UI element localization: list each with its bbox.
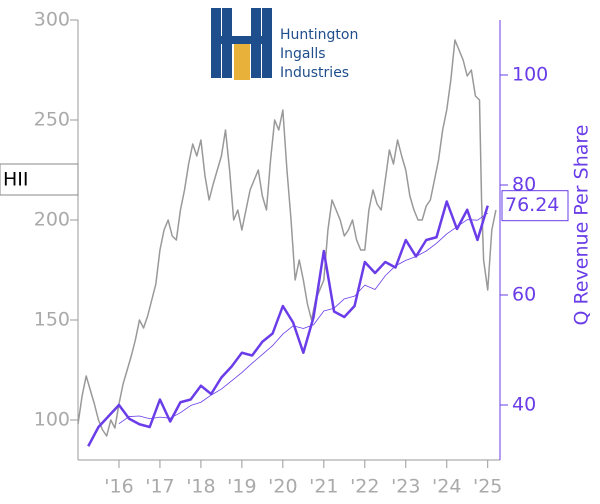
x-tick-label: '21 (309, 476, 338, 498)
x-tick-label: '17 (145, 476, 174, 498)
y-tick-label: 200 (34, 209, 70, 231)
y-tick-label: 300 (34, 9, 70, 31)
y-tick-label: 150 (34, 309, 70, 331)
last-value-label: 76.24 (505, 194, 559, 216)
y2-tick-label: 40 (512, 394, 536, 416)
x-tick-label: '24 (432, 476, 461, 498)
ticker-label: HII (3, 169, 29, 191)
x-tick-label: '25 (473, 476, 502, 498)
x-tick-label: '18 (186, 476, 215, 498)
ticker-box (0, 163, 79, 196)
last-value-box (501, 190, 569, 222)
logo-bar (234, 36, 250, 80)
series-line (87, 200, 489, 447)
logo-bar (211, 36, 272, 44)
x-tick-label: '22 (350, 476, 379, 498)
plot-area (77, 39, 497, 447)
y-tick-label: 100 (34, 409, 70, 431)
series-line (118, 212, 488, 425)
y2-tick-label: 80 (512, 174, 536, 196)
x-tick-label: '16 (104, 476, 133, 498)
series-line (77, 39, 497, 437)
y2-tick-label: 60 (512, 284, 536, 306)
y2-axis-label: Q Revenue Per Share (571, 125, 593, 326)
x-tick-label: '20 (268, 476, 297, 498)
logo-text: Industries (280, 65, 349, 81)
x-tick-label: '19 (227, 476, 256, 498)
logo-text: Huntington (280, 27, 358, 43)
logo-text: Ingalls (280, 46, 326, 62)
y2-tick-label: 100 (512, 64, 548, 86)
y-tick-label: 250 (34, 109, 70, 131)
x-tick-label: '23 (391, 476, 420, 498)
logo: Huntington Ingalls Industries (211, 8, 358, 81)
